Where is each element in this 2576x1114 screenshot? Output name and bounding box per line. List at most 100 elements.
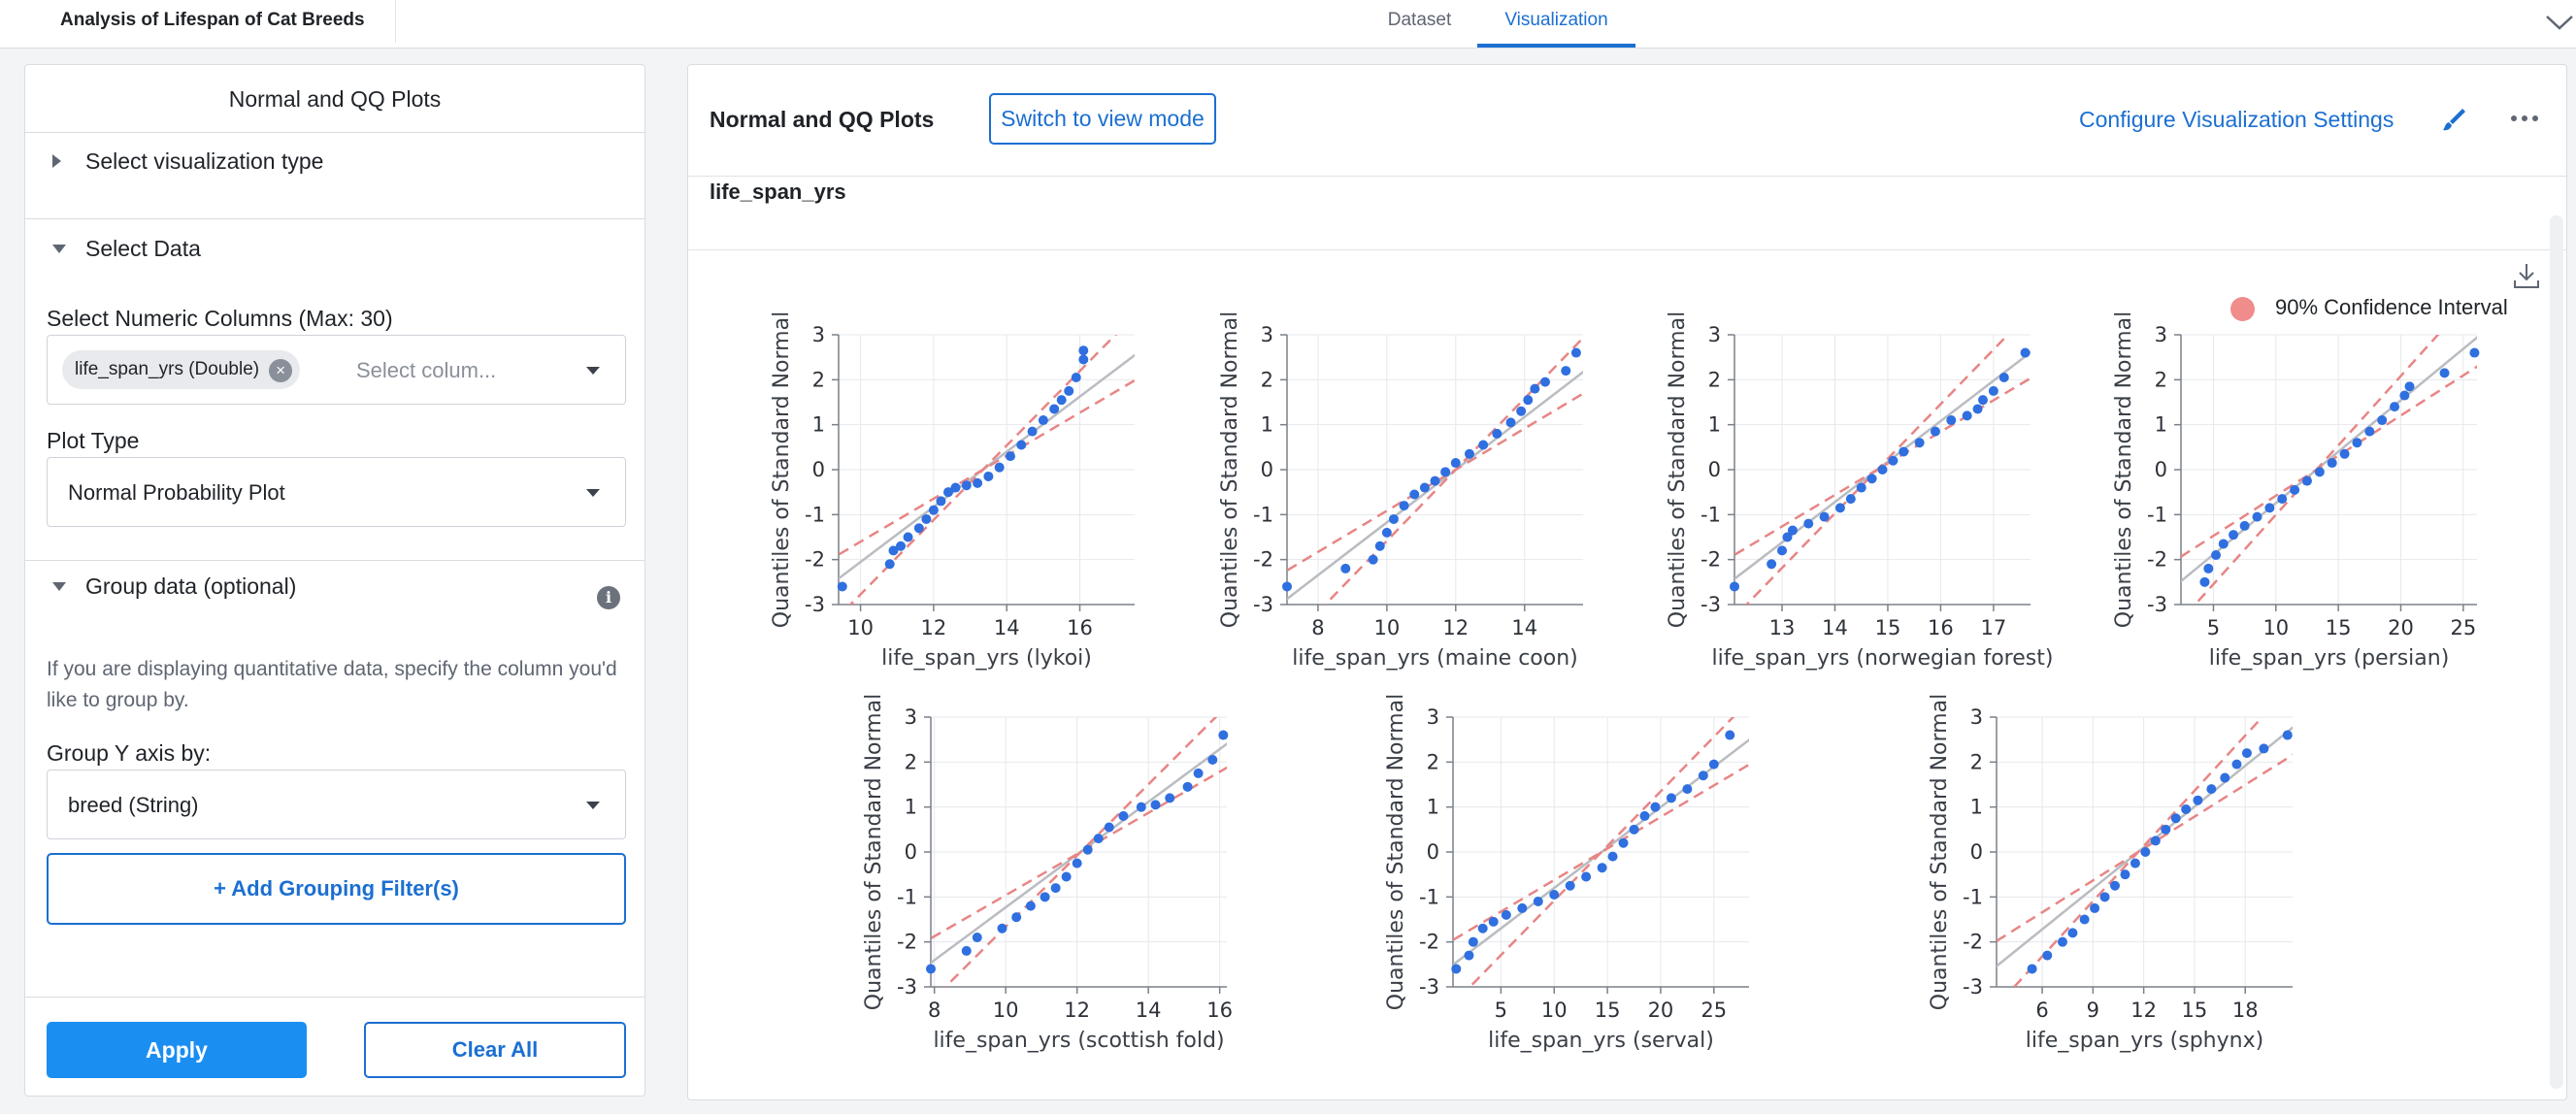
data-point [2404, 381, 2415, 392]
data-point [903, 532, 913, 542]
x-tick-label: 13 [1769, 616, 1796, 639]
y-tick-label: 1 [1708, 413, 1721, 437]
data-point [1093, 834, 1104, 844]
data-point [926, 964, 936, 974]
data-point [1533, 896, 1543, 906]
x-axis-label: life_span_yrs (maine coon) [1292, 646, 1578, 671]
legend-label: 90% Confidence Interval [2275, 295, 2508, 319]
x-tick-label: 15 [2326, 616, 2352, 639]
section-title: Select visualization type [85, 148, 324, 174]
x-axis-label: life_span_yrs (sphynx) [2026, 1029, 2263, 1053]
x-tick-label: 10 [847, 616, 874, 639]
download-icon[interactable] [2512, 261, 2541, 290]
data-point [1464, 448, 1474, 459]
info-icon[interactable]: i [597, 586, 620, 609]
configure-settings-link[interactable]: Configure Visualization Settings [2079, 107, 2394, 132]
data-point [2027, 964, 2037, 974]
divider [688, 176, 2566, 177]
data-point [1708, 759, 1719, 770]
data-point [1834, 503, 1845, 513]
data-point [1207, 755, 1218, 766]
divider [688, 249, 2566, 250]
data-point [1777, 545, 1788, 556]
switch-view-mode-button[interactable]: Switch to view mode [989, 93, 1216, 145]
select-vis-type-toggle[interactable]: Select visualization type [25, 133, 644, 191]
more-options-icon[interactable] [2509, 113, 2540, 124]
data-point [1549, 890, 1560, 901]
data-point [997, 923, 1007, 934]
data-point [1165, 793, 1175, 803]
y-tick-label: -3 [1253, 593, 1273, 616]
divider [25, 560, 644, 561]
group-y-select[interactable]: breed (String) [47, 770, 626, 839]
data-point [2067, 928, 2078, 938]
chevron-down-icon[interactable] [2543, 8, 2576, 37]
data-point [2277, 494, 2288, 505]
y-tick-label: -2 [1701, 548, 1721, 572]
panel-title: Normal and QQ Plots [25, 65, 644, 133]
data-point [1998, 373, 2009, 383]
data-point [2042, 950, 2053, 961]
plot-type-select[interactable]: Normal Probability Plot [47, 457, 626, 527]
data-point [1061, 871, 1072, 882]
data-point [936, 496, 946, 507]
data-point [2140, 847, 2151, 857]
data-point [1845, 494, 1856, 505]
numeric-columns-select[interactable]: life_span_yrs (Double) × Select colum... [47, 335, 626, 405]
data-point [1477, 923, 1488, 934]
dropdown-caret-icon [586, 489, 600, 497]
data-point [2231, 759, 2242, 770]
y-tick-label: 3 [1261, 323, 1273, 346]
remove-chip-icon[interactable]: × [269, 359, 293, 382]
y-tick-label: 3 [1708, 323, 1721, 346]
y-tick-label: -1 [1963, 885, 1983, 908]
column-label: life_span_yrs [710, 180, 846, 204]
y-tick-label: -1 [1253, 503, 1273, 526]
data-point [1570, 347, 1581, 358]
section-title: Group data (optional) [85, 573, 297, 599]
y-axis-label: Quantiles of Standard Normal [862, 694, 886, 1010]
y-tick-label: -1 [897, 885, 917, 908]
data-point [1049, 404, 1060, 414]
y-tick-label: 3 [2155, 323, 2167, 346]
data-point [1150, 800, 1161, 810]
x-tick-label: 15 [1595, 999, 1621, 1022]
tab-visualization[interactable]: Visualization [1477, 0, 1635, 48]
data-point [1888, 455, 1899, 466]
data-point [1988, 385, 1998, 396]
group-y-label: Group Y axis by: [47, 740, 212, 766]
data-point [1639, 810, 1650, 821]
select-data-toggle[interactable]: Select Data [25, 220, 644, 278]
y-tick-label: 0 [1261, 458, 1273, 481]
column-search-input[interactable]: Select colum... [356, 358, 497, 382]
x-axis-label: life_span_yrs (scottish fold) [933, 1029, 1224, 1053]
data-point [1011, 912, 1022, 923]
add-grouping-filter-button[interactable]: + Add Grouping Filter(s) [47, 853, 626, 925]
tab-dataset[interactable]: Dataset [1387, 10, 1452, 30]
caret-down-icon [52, 245, 66, 253]
data-point [2150, 836, 2161, 846]
data-point [1419, 482, 1430, 493]
data-point [1056, 395, 1067, 406]
y-tick-label: 2 [2155, 368, 2167, 391]
x-tick-label: 16 [1206, 999, 1233, 1022]
x-tick-label: 14 [994, 616, 1020, 639]
apply-button[interactable]: Apply [47, 1022, 307, 1078]
data-point [1430, 475, 1440, 486]
data-point [2339, 448, 2350, 459]
clear-all-button[interactable]: Clear All [364, 1022, 626, 1078]
data-point [2079, 914, 2090, 925]
dropdown-caret-icon [586, 367, 600, 375]
data-point [950, 482, 961, 493]
data-point [1866, 474, 1877, 484]
vertical-scrollbar[interactable] [2550, 215, 2563, 1089]
y-tick-label: -3 [1963, 975, 1983, 999]
data-point [1374, 541, 1385, 551]
y-tick-label: 3 [1427, 705, 1439, 729]
confidence-interval-line [931, 766, 1227, 940]
brush-icon[interactable] [2441, 107, 2466, 132]
group-data-toggle[interactable]: Group data (optional) [25, 558, 644, 616]
data-point [961, 945, 972, 956]
group-help-text: If you are displaying quantitative data,… [47, 658, 617, 711]
